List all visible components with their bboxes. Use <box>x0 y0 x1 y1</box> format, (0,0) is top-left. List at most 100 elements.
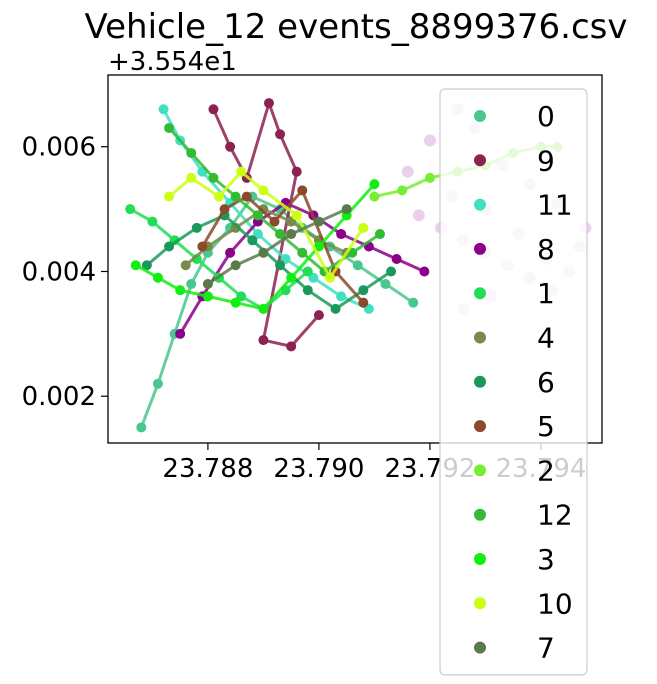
legend-marker <box>474 154 486 167</box>
legend-marker <box>474 597 486 610</box>
data-point <box>358 297 369 308</box>
data-point <box>380 278 391 289</box>
faded-point <box>412 209 425 222</box>
data-point <box>291 210 302 221</box>
data-point <box>208 104 219 115</box>
data-point <box>302 266 313 277</box>
data-point <box>230 297 241 308</box>
legend-label: 11 <box>537 189 573 222</box>
data-point <box>358 285 369 296</box>
series-3 <box>130 179 380 314</box>
data-point <box>330 303 341 314</box>
data-point <box>269 216 280 227</box>
data-point <box>419 266 430 277</box>
data-point <box>191 222 202 233</box>
data-point <box>152 378 163 389</box>
data-point <box>202 291 213 302</box>
data-point <box>186 147 197 158</box>
legend-marker <box>474 508 486 521</box>
faded-point <box>423 134 436 147</box>
data-point <box>147 216 158 227</box>
y-tick-label: 0.006 <box>22 133 96 163</box>
data-point <box>297 185 308 196</box>
data-point <box>408 297 419 308</box>
series-line <box>207 207 348 286</box>
series-line <box>168 169 365 281</box>
legend-marker <box>474 110 486 122</box>
data-point <box>230 260 241 271</box>
data-point <box>258 303 269 314</box>
y-tick-label: 0.002 <box>22 382 96 412</box>
data-point <box>397 185 408 196</box>
data-point <box>386 266 397 277</box>
legend-label: 9 <box>537 144 555 177</box>
data-point <box>186 278 197 289</box>
legend-label: 5 <box>537 410 555 443</box>
data-point <box>275 229 286 240</box>
data-point <box>258 335 269 346</box>
data-point <box>175 328 186 339</box>
data-point <box>286 272 297 283</box>
data-point <box>164 191 175 202</box>
legend-label: 10 <box>537 587 573 620</box>
data-point <box>225 247 236 258</box>
series-line <box>135 183 376 311</box>
data-point <box>241 191 252 202</box>
x-tick-label: 23.790 <box>273 454 364 484</box>
data-point <box>286 341 297 352</box>
data-point <box>297 247 308 258</box>
chart-title: Vehicle_12 events_8899376.csv <box>85 7 628 47</box>
legend-label: 6 <box>537 366 555 399</box>
data-point <box>286 229 297 240</box>
data-point <box>369 179 380 190</box>
legend-marker <box>474 375 486 388</box>
data-point <box>391 254 402 264</box>
data-point <box>263 98 274 109</box>
data-point <box>125 204 136 215</box>
data-point <box>302 285 313 296</box>
data-point <box>341 204 352 215</box>
legend-marker <box>474 464 486 477</box>
data-point <box>136 422 147 433</box>
data-point <box>336 291 347 302</box>
data-point <box>219 204 230 215</box>
data-point <box>164 241 175 252</box>
data-point <box>424 172 435 183</box>
data-point <box>325 272 336 283</box>
data-point <box>336 229 347 240</box>
legend-label: 12 <box>537 499 573 532</box>
legend-marker <box>474 641 486 654</box>
data-point <box>230 222 241 233</box>
data-point <box>374 229 385 240</box>
faded-point <box>401 165 414 178</box>
legend-label: 8 <box>537 233 555 266</box>
data-point <box>258 185 269 196</box>
x-tick-label: 23.788 <box>162 454 253 484</box>
legend-label: 3 <box>537 543 555 576</box>
data-point <box>230 191 241 202</box>
data-point <box>202 278 213 289</box>
data-point <box>141 260 152 271</box>
legend-label: 1 <box>537 277 555 310</box>
data-point <box>252 210 263 221</box>
legend-marker <box>474 553 486 565</box>
series-10 <box>164 166 369 283</box>
data-point <box>258 247 269 258</box>
data-point <box>208 172 219 183</box>
legend-frame <box>439 88 588 676</box>
data-point <box>175 285 186 296</box>
data-point <box>236 166 247 177</box>
data-point <box>214 191 225 202</box>
legend-marker <box>474 331 486 344</box>
data-point <box>352 260 363 271</box>
data-point <box>225 141 236 152</box>
legend-marker <box>474 198 486 211</box>
data-point <box>152 272 163 283</box>
data-point <box>247 235 258 246</box>
y-tick-label: 0.004 <box>22 257 96 287</box>
data-point <box>313 241 324 252</box>
data-point <box>313 310 324 321</box>
legend-marker <box>474 242 486 255</box>
data-point <box>313 216 324 227</box>
